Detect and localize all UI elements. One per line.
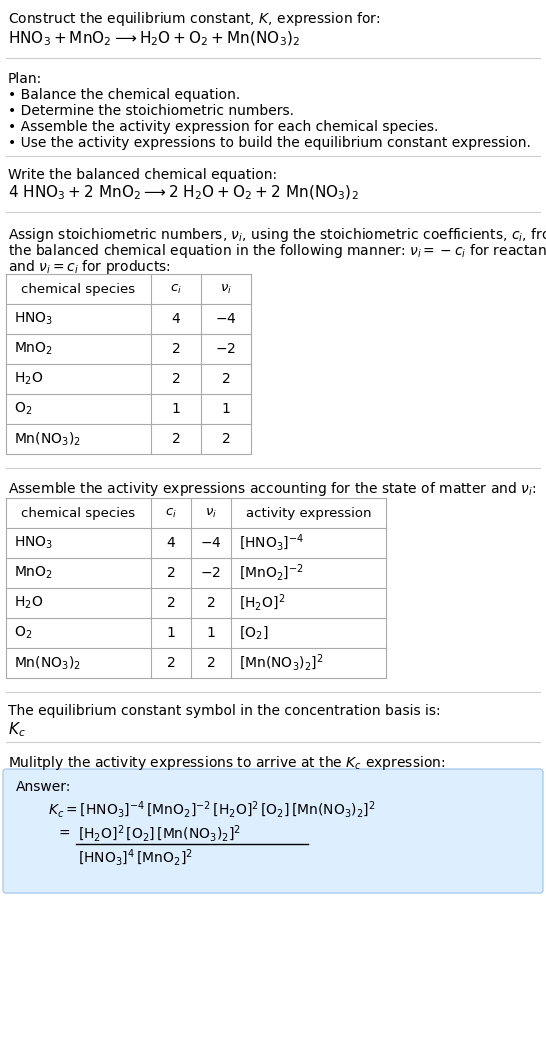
Text: $\mathrm{H_2O}$: $\mathrm{H_2O}$ (14, 595, 43, 612)
Text: $[\mathrm{Mn(NO_3)_2}]^2$: $[\mathrm{Mn(NO_3)_2}]^2$ (239, 653, 324, 674)
Text: $[\mathrm{O_2}]$: $[\mathrm{O_2}]$ (239, 624, 269, 641)
Text: $[\mathrm{HNO_3}]^4\,[\mathrm{MnO_2}]^2$: $[\mathrm{HNO_3}]^4\,[\mathrm{MnO_2}]^2$ (78, 848, 193, 868)
Text: and $\nu_i = c_i$ for products:: and $\nu_i = c_i$ for products: (8, 257, 171, 276)
Text: $\mathrm{Mn(NO_3)_2}$: $\mathrm{Mn(NO_3)_2}$ (14, 655, 81, 672)
Text: The equilibrium constant symbol in the concentration basis is:: The equilibrium constant symbol in the c… (8, 704, 441, 718)
Text: $-2$: $-2$ (216, 342, 236, 356)
Text: $=$: $=$ (56, 825, 71, 839)
Text: 2: 2 (171, 342, 180, 356)
Text: chemical species: chemical species (21, 283, 135, 295)
Text: Construct the equilibrium constant, $K$, expression for:: Construct the equilibrium constant, $K$,… (8, 11, 381, 28)
Text: 1: 1 (167, 626, 175, 640)
Text: • Use the activity expressions to build the equilibrium constant expression.: • Use the activity expressions to build … (8, 136, 531, 150)
Text: 2: 2 (167, 656, 175, 669)
Text: Assemble the activity expressions accounting for the state of matter and $\nu_i$: Assemble the activity expressions accoun… (8, 480, 536, 498)
Text: Write the balanced chemical equation:: Write the balanced chemical equation: (8, 168, 277, 182)
Text: 1: 1 (206, 626, 216, 640)
Text: $\mathrm{H_2O}$: $\mathrm{H_2O}$ (14, 371, 43, 387)
Text: • Assemble the activity expression for each chemical species.: • Assemble the activity expression for e… (8, 120, 438, 133)
Text: $\mathrm{Mn(NO_3)_2}$: $\mathrm{Mn(NO_3)_2}$ (14, 430, 81, 448)
Text: chemical species: chemical species (21, 507, 135, 519)
Text: $K_c = [\mathrm{HNO_3}]^{-4}\,[\mathrm{MnO_2}]^{-2}\,[\mathrm{H_2O}]^2\,[\mathrm: $K_c = [\mathrm{HNO_3}]^{-4}\,[\mathrm{M… (48, 800, 376, 821)
Text: 1: 1 (171, 401, 180, 416)
Text: $c_i$: $c_i$ (165, 507, 177, 519)
Text: • Determine the stoichiometric numbers.: • Determine the stoichiometric numbers. (8, 104, 294, 118)
Text: $\mathrm{MnO_2}$: $\mathrm{MnO_2}$ (14, 564, 53, 581)
Text: $[\mathrm{HNO_3}]^{-4}$: $[\mathrm{HNO_3}]^{-4}$ (239, 533, 304, 553)
Text: 2: 2 (171, 432, 180, 446)
Text: • Balance the chemical equation.: • Balance the chemical equation. (8, 88, 240, 102)
Text: $\mathrm{O_2}$: $\mathrm{O_2}$ (14, 624, 32, 641)
Text: 4: 4 (167, 536, 175, 550)
Text: $\mathrm{HNO_3}$: $\mathrm{HNO_3}$ (14, 535, 54, 551)
Text: $[\mathrm{H_2O}]^2\,[\mathrm{O_2}]\,[\mathrm{Mn(NO_3)_2}]^2$: $[\mathrm{H_2O}]^2\,[\mathrm{O_2}]\,[\ma… (78, 824, 241, 844)
Text: $\mathrm{HNO_3 + MnO_2 \longrightarrow H_2O + O_2 + Mn(NO_3)_2}$: $\mathrm{HNO_3 + MnO_2 \longrightarrow H… (8, 30, 300, 48)
FancyBboxPatch shape (3, 769, 543, 893)
Text: activity expression: activity expression (246, 507, 371, 519)
Text: 2: 2 (222, 372, 230, 386)
Text: $-4$: $-4$ (200, 536, 222, 550)
Text: 2: 2 (206, 596, 215, 610)
Text: $-2$: $-2$ (200, 566, 222, 580)
Text: $\mathrm{HNO_3}$: $\mathrm{HNO_3}$ (14, 311, 54, 327)
Text: 1: 1 (222, 401, 230, 416)
Text: $\nu_i$: $\nu_i$ (220, 283, 232, 295)
Text: Mulitply the activity expressions to arrive at the $K_c$ expression:: Mulitply the activity expressions to arr… (8, 754, 446, 772)
Text: the balanced chemical equation in the following manner: $\nu_i = -c_i$ for react: the balanced chemical equation in the fo… (8, 242, 546, 260)
Text: $c_i$: $c_i$ (170, 283, 182, 295)
Text: $\mathrm{O_2}$: $\mathrm{O_2}$ (14, 400, 32, 417)
Text: 4: 4 (171, 312, 180, 326)
Text: $-4$: $-4$ (215, 312, 237, 326)
Text: 2: 2 (167, 596, 175, 610)
Text: $\mathrm{MnO_2}$: $\mathrm{MnO_2}$ (14, 341, 53, 357)
Text: 2: 2 (171, 372, 180, 386)
Text: $K_c$: $K_c$ (8, 720, 26, 739)
Text: $\nu_i$: $\nu_i$ (205, 507, 217, 519)
Text: Plan:: Plan: (8, 73, 42, 86)
Text: Answer:: Answer: (16, 780, 72, 794)
Text: 2: 2 (167, 566, 175, 580)
Text: $[\mathrm{H_2O}]^2$: $[\mathrm{H_2O}]^2$ (239, 593, 285, 613)
Text: 2: 2 (206, 656, 215, 669)
Text: $\mathrm{4\ HNO_3 + 2\ MnO_2 \longrightarrow 2\ H_2O + O_2 + 2\ Mn(NO_3)_2}$: $\mathrm{4\ HNO_3 + 2\ MnO_2 \longrighta… (8, 184, 359, 203)
Text: $[\mathrm{MnO_2}]^{-2}$: $[\mathrm{MnO_2}]^{-2}$ (239, 562, 304, 583)
Text: 2: 2 (222, 432, 230, 446)
Text: Assign stoichiometric numbers, $\nu_i$, using the stoichiometric coefficients, $: Assign stoichiometric numbers, $\nu_i$, … (8, 226, 546, 244)
